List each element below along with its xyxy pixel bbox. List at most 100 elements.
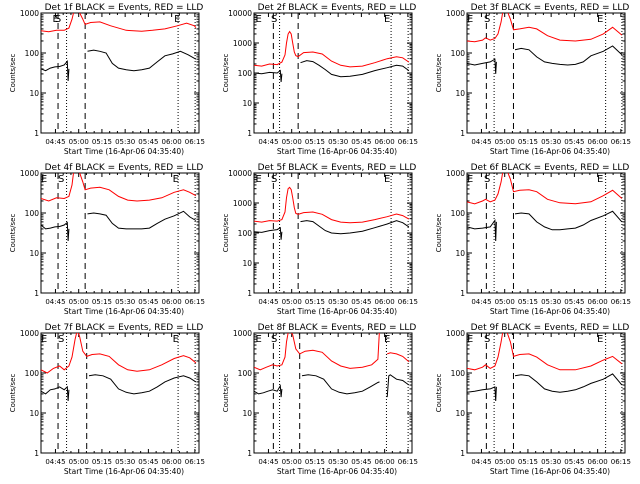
x-tick-label: 04:45 — [45, 138, 65, 146]
chart-title: Det 1f BLACK = Events, RED = LLD — [45, 3, 204, 13]
x-tick-label: 04:45 — [258, 138, 278, 146]
x-tick-label: 06:15 — [185, 138, 205, 146]
x-tick-label: 04:45 — [45, 298, 65, 306]
y-tick-label: 1 — [34, 449, 39, 458]
x-tick-label: 05:15 — [518, 298, 538, 306]
chart-svg: Det 3f BLACK = Events, RED = LLD Counts/s… — [435, 3, 631, 156]
y-tick-label: 1000 — [446, 169, 465, 178]
x-tick-label: 05:30 — [328, 138, 348, 146]
lld-series-line — [41, 333, 197, 374]
event-marker-label: E — [255, 334, 261, 345]
event-marker-label: E — [597, 174, 603, 185]
y-tick-label: 1000 — [233, 39, 252, 48]
x-axis-label: Start Time (16-Apr-06 04:35:40) — [64, 307, 184, 316]
plot-frame — [40, 12, 200, 134]
x-tick-label: 06:15 — [611, 298, 631, 306]
event-marker-label: E — [255, 174, 261, 185]
event-marker-label: S — [58, 174, 64, 185]
detector-panel-3: Det 3f BLACK = Events, RED = LLD Counts/s… — [426, 0, 639, 160]
x-tick-label: 06:15 — [398, 458, 418, 466]
y-tick-label: 10000 — [228, 169, 252, 178]
lld-series-line — [41, 13, 197, 33]
x-tick-label: 05:45 — [138, 458, 158, 466]
y-tick-label: 10000 — [228, 9, 252, 18]
x-axis-label: Start Time (16-Apr-06 04:35:40) — [490, 147, 610, 156]
x-tick-label: 05:45 — [564, 298, 584, 306]
x-axis-label: Start Time (16-Apr-06 04:35:40) — [277, 307, 397, 316]
y-tick-label: 1000 — [233, 329, 252, 338]
x-tick-label: 05:00 — [495, 298, 515, 306]
x-tick-label: 04:45 — [471, 138, 491, 146]
x-tick-label: 05:30 — [115, 298, 135, 306]
x-tick-label: 05:00 — [282, 458, 302, 466]
y-tick-label: 1 — [247, 289, 252, 298]
x-axis-label: Start Time (16-Apr-06 04:35:40) — [490, 307, 610, 316]
x-tick-label: 05:30 — [328, 298, 348, 306]
event-marker-label: E — [597, 334, 603, 345]
chart-title: Det 4f BLACK = Events, RED = LLD — [45, 163, 204, 173]
x-tick-label: 05:00 — [495, 138, 515, 146]
events-series-line — [254, 220, 410, 240]
y-tick-label: 10 — [455, 409, 465, 418]
y-axis-label: Counts/sec — [222, 54, 230, 93]
x-tick-label: 06:00 — [162, 138, 182, 146]
chart-title: Det 2f BLACK = Events, RED = LLD — [258, 3, 417, 13]
x-tick-label: 05:45 — [138, 138, 158, 146]
y-tick-label: 100 — [25, 209, 40, 218]
event-marker-label: E — [597, 14, 603, 25]
x-axis-label: Start Time (16-Apr-06 04:35:40) — [277, 467, 397, 476]
lld-series-line — [254, 30, 410, 68]
x-tick-label: 06:15 — [185, 458, 205, 466]
y-tick-label: 1 — [460, 129, 465, 138]
event-marker-label: S — [484, 174, 490, 185]
x-tick-label: 05:15 — [518, 138, 538, 146]
x-tick-label: 06:00 — [162, 298, 182, 306]
y-tick-label: 10 — [29, 249, 39, 258]
x-tick-label: 05:45 — [564, 138, 584, 146]
event-marker-label: E — [53, 14, 59, 25]
x-tick-label: 06:00 — [375, 138, 395, 146]
y-tick-label: 100 — [238, 69, 253, 78]
plot-frame — [253, 332, 413, 454]
y-tick-label: 10 — [29, 409, 39, 418]
x-tick-label: 05:15 — [92, 298, 112, 306]
y-tick-label: 10 — [242, 409, 252, 418]
lld-series-line — [467, 333, 623, 371]
y-tick-label: 100 — [451, 369, 466, 378]
x-tick-label: 05:45 — [564, 458, 584, 466]
chart-svg: Det 4f BLACK = Events, RED = LLD Counts/s… — [9, 163, 205, 316]
event-marker-label: E — [384, 174, 390, 185]
x-tick-label: 05:15 — [92, 138, 112, 146]
x-tick-label: 05:00 — [69, 138, 89, 146]
x-tick-label: 05:30 — [115, 138, 135, 146]
x-tick-label: 05:15 — [305, 458, 325, 466]
y-tick-label: 1000 — [20, 9, 39, 18]
y-tick-label: 1000 — [446, 9, 465, 18]
chart-title: Det 8f BLACK = Events, RED = LLD — [258, 323, 417, 333]
lld-series-line — [467, 173, 623, 205]
y-axis-label: Counts/sec — [435, 214, 443, 253]
x-tick-label: 06:00 — [588, 138, 608, 146]
y-tick-label: 100 — [25, 369, 40, 378]
detector-panel-2: Det 2f BLACK = Events, RED = LLD Counts/s… — [213, 0, 426, 160]
plot-frame — [40, 332, 200, 454]
chart-title: Det 6f BLACK = Events, RED = LLD — [471, 163, 630, 173]
y-tick-label: 10 — [242, 99, 252, 108]
x-tick-label: 04:45 — [471, 458, 491, 466]
chart-title: Det 7f BLACK = Events, RED = LLD — [45, 323, 204, 333]
plot-frame — [466, 332, 626, 454]
x-tick-label: 06:15 — [398, 138, 418, 146]
x-tick-label: 06:15 — [611, 458, 631, 466]
event-marker-label: S — [55, 14, 61, 25]
x-tick-label: 04:45 — [258, 458, 278, 466]
y-tick-label: 1 — [247, 449, 252, 458]
x-tick-label: 05:30 — [328, 458, 348, 466]
x-tick-label: 05:00 — [282, 298, 302, 306]
event-marker-label: E — [41, 174, 47, 185]
x-tick-label: 05:30 — [541, 138, 561, 146]
x-tick-label: 05:00 — [69, 298, 89, 306]
y-tick-label: 10 — [242, 259, 252, 268]
chart-svg: Det 1f BLACK = Events, RED = LLD Counts/s… — [9, 3, 205, 156]
x-tick-label: 06:15 — [611, 138, 631, 146]
